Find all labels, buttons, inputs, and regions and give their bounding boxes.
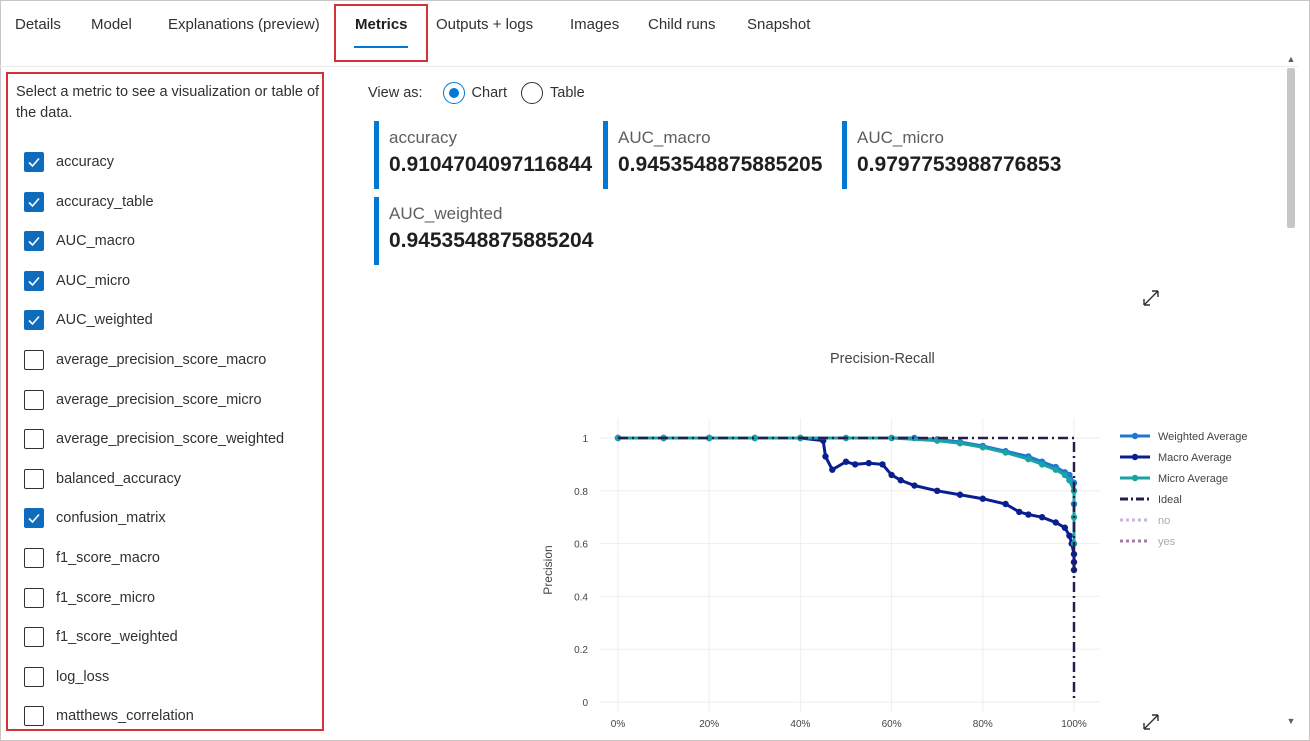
checkmark-icon [28,157,40,168]
chevron-up-icon[interactable]: ▲ [1286,54,1296,64]
metric-card-name: accuracy [389,128,458,147]
checkbox[interactable] [24,231,44,252]
checkbox[interactable] [24,191,44,212]
checkbox[interactable] [24,548,44,568]
active-tab-indicator [354,46,408,48]
metric-checkbox-label: log_loss [56,668,110,685]
tab-explanations[interactable]: Explanations (preview) [168,16,320,33]
metric-card-auc-weighted: AUC_weighted 0.9453548875885204 [374,197,593,265]
checkbox[interactable] [24,587,44,608]
metric-checkbox-confusion-matrix[interactable]: confusion_matrix [24,506,166,530]
checkmark-icon [28,197,40,207]
tab-highlight-box [334,4,428,62]
metric-checkbox-f1-score-micro[interactable]: f1_score_micro [24,586,155,610]
metric-selector-intro: Select a metric to see a visualization o… [16,84,320,121]
checkbox[interactable] [24,508,44,529]
view-as-label: View as: [368,85,423,101]
scrollbar-thumb[interactable] [1287,68,1295,228]
metric-checkbox-accuracy-table[interactable]: accuracy_table [24,190,154,214]
metric-card-auc-macro: AUC_macro 0.9453548875885205 [603,121,822,189]
checkbox[interactable] [24,152,44,172]
expand-diagonal-icon[interactable] [1141,288,1161,308]
metric-checkbox-matthews-correlation[interactable]: matthews_correlation [24,704,194,728]
checkbox[interactable] [24,429,44,450]
checkbox[interactable] [24,389,44,410]
metric-checkbox-label: matthews_correlation [56,708,194,725]
metric-checkbox-label: average_precision_score_weighted [56,431,285,448]
metric-checkbox-label: average_precision_score_micro [56,391,262,408]
metric-checkbox-label: accuracy [56,154,115,170]
tabs-divider [0,66,1298,67]
metric-checkbox-label: f1_score_micro [56,589,156,606]
checkbox[interactable] [24,468,44,489]
metric-checkbox-balanced-accuracy[interactable]: balanced_accuracy [24,467,181,491]
table-radio-label: Table [550,85,585,101]
metric-card-value: 0.9453548875885205 [618,153,823,176]
metric-checkbox-auc-weighted[interactable]: AUC_weighted [24,308,153,332]
metric-checkbox-label: average_precision_score_macro [56,352,267,368]
checkmark-icon [28,316,40,326]
metric-checkbox-average-precision-score-weighted[interactable]: average_precision_score_weighted [24,427,284,451]
metric-checkbox-accuracy[interactable]: accuracy [24,150,114,174]
metric-card-name: AUC_weighted [389,204,503,223]
metric-card-value: 0.9797753988776853 [857,153,1062,176]
checkbox[interactable] [24,627,44,648]
tab-bar: Details Model Explanations (preview) Met… [0,0,1300,64]
metric-card-name: AUC_micro [857,128,944,147]
chart-radio-label: Chart [471,85,508,101]
chart-radio[interactable] [442,82,465,104]
table-radio[interactable] [521,82,544,104]
checkmark-icon [28,276,40,286]
view-as-chart-option[interactable]: Chart [442,82,508,104]
checkmark-icon [28,514,40,524]
chart-title: Precision-Recall [830,351,935,367]
metric-checkbox-log-loss[interactable]: log_loss [24,665,109,689]
tab-details[interactable]: Details [15,16,61,33]
chevron-down-icon[interactable]: ▼ [1286,716,1296,726]
metric-checkbox-label: AUC_weighted [56,312,153,329]
tab-model[interactable]: Model [91,16,132,33]
vertical-scrollbar[interactable]: ▲ ▼ [1284,52,1298,732]
tab-metrics[interactable]: Metrics [355,16,408,33]
metric-checkbox-label: AUC_macro [56,233,135,250]
checkbox[interactable] [24,666,44,687]
view-as-table-option[interactable]: Table [521,82,585,104]
metric-card-value: 0.9453548875885204 [389,229,594,252]
metric-checkbox-label: f1_score_weighted [56,629,178,646]
metric-card-name: AUC_macro [618,128,711,147]
metric-checkbox-auc-macro[interactable]: AUC_macro [24,229,135,253]
metric-checkbox-label: f1_score_macro [56,550,160,566]
metric-checkbox-average-precision-score-micro[interactable]: average_precision_score_micro [24,388,262,412]
tab-images[interactable]: Images [570,16,620,33]
metric-checkbox-label: confusion_matrix [56,510,166,527]
metric-checkbox-auc-micro[interactable]: AUC_micro [24,269,130,293]
expand-diagonal-icon[interactable] [1141,712,1161,732]
metric-checkbox-label: AUC_micro [56,272,131,289]
metric-selector-panel: Select a metric to see a visualization o… [6,72,324,731]
tab-outputs-logs[interactable]: Outputs + logs [436,16,534,33]
metric-checkbox-label: accuracy_table [56,193,154,210]
metric-checkbox-f1-score-weighted[interactable]: f1_score_weighted [24,625,178,649]
tab-snapshot[interactable]: Snapshot [747,16,811,33]
metric-checkbox-label: balanced_accuracy [56,470,181,487]
metric-card-auc-micro: AUC_micro 0.9797753988776853 [842,121,1061,189]
metric-checkbox-f1-score-macro[interactable]: f1_score_macro [24,546,160,570]
metric-card-accuracy: accuracy 0.9104704097116844 [374,121,592,189]
tab-child-runs[interactable]: Child runs [648,16,716,33]
metric-card-value: 0.9104704097116844 [389,153,593,176]
checkbox[interactable] [24,350,44,370]
view-as-group: View as: Chart Table [368,82,585,104]
metric-checkbox-average-precision-score-macro[interactable]: average_precision_score_macro [24,348,266,372]
checkbox[interactable] [24,310,44,331]
checkmark-icon [28,237,40,247]
checkbox[interactable] [24,706,44,727]
checkbox[interactable] [24,270,44,291]
